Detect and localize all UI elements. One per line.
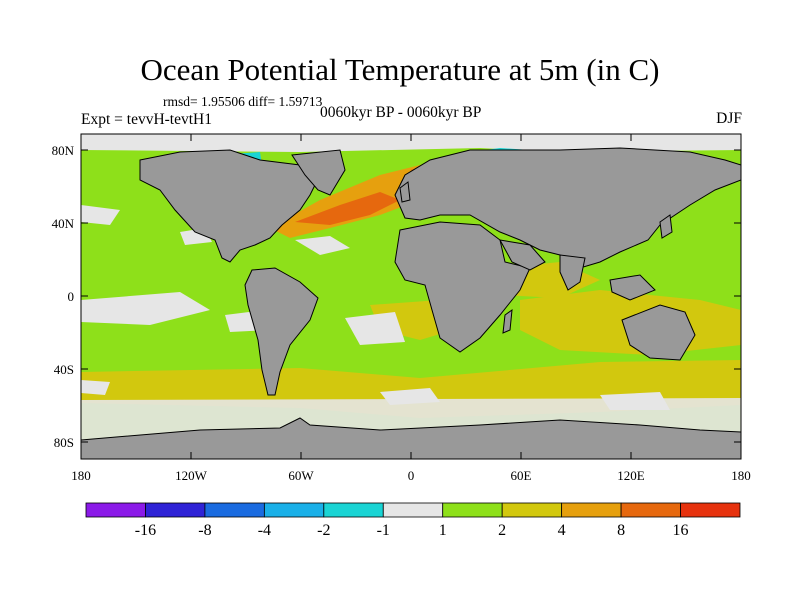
colorbar-label: -8 bbox=[198, 522, 211, 539]
colorbar-label: 1 bbox=[439, 522, 447, 539]
colorbar-label: -2 bbox=[317, 522, 330, 539]
south-america bbox=[244, 267, 319, 396]
land-masses bbox=[81, 147, 741, 459]
colorbar-swatch bbox=[620, 502, 681, 518]
colorbar-label: -1 bbox=[377, 522, 390, 539]
x-tick-label: 0 bbox=[408, 468, 415, 483]
colorbar-swatch bbox=[442, 502, 503, 518]
experiment-label: Expt = tevvH-tevtH1 bbox=[81, 111, 212, 128]
colorbar-label: -16 bbox=[135, 522, 156, 539]
eurasia bbox=[394, 147, 741, 269]
y-tick-label: 40S bbox=[54, 362, 74, 377]
colorbar-label: 2 bbox=[498, 522, 506, 539]
antarctica bbox=[81, 417, 741, 459]
colorbar-swatch bbox=[680, 502, 741, 518]
x-tick-label: 60E bbox=[511, 468, 532, 483]
india bbox=[559, 254, 586, 291]
africa bbox=[394, 221, 531, 353]
x-tick-label: 180 bbox=[71, 468, 91, 483]
y-tick-label: 40N bbox=[52, 216, 75, 231]
british-isles bbox=[399, 181, 411, 203]
colorbar-swatch bbox=[382, 502, 444, 518]
y-tick-label: 80S bbox=[54, 435, 74, 450]
south-atlantic-neutral-patch bbox=[345, 312, 405, 345]
japan bbox=[659, 214, 673, 239]
north-atlantic-red-core bbox=[295, 192, 400, 225]
colorbar-swatch bbox=[501, 502, 563, 518]
x-axis: 180 120W 60W 0 60E 120E 180 bbox=[71, 134, 751, 483]
colorbar-label: 8 bbox=[617, 522, 625, 539]
greenland bbox=[291, 149, 346, 196]
colorbar-swatch bbox=[263, 502, 325, 518]
colorbar-label: 16 bbox=[673, 522, 689, 539]
x-tick-label: 180 bbox=[731, 468, 751, 483]
arctic-neutral-band bbox=[81, 134, 741, 152]
x-tick-label: 120E bbox=[617, 468, 645, 483]
southern-neutral-patch-1 bbox=[81, 380, 110, 395]
y-axis: 80N 40N 0 40S 80S bbox=[52, 143, 741, 450]
x-tick-label: 120W bbox=[175, 468, 208, 483]
colorbar-swatch bbox=[204, 502, 265, 518]
x-tick-label: 60W bbox=[288, 468, 314, 483]
colorbar-label: -4 bbox=[258, 522, 271, 539]
season-label: DJF bbox=[716, 110, 742, 127]
arabia bbox=[499, 239, 546, 271]
y-tick-label: 80N bbox=[52, 143, 75, 158]
north-america bbox=[139, 149, 321, 263]
y-tick-label: 0 bbox=[68, 289, 75, 304]
colorbar-swatch bbox=[323, 502, 384, 518]
colorbar-swatch bbox=[85, 502, 146, 518]
madagascar bbox=[502, 308, 513, 334]
colorbar-label: 4 bbox=[558, 522, 566, 539]
australia bbox=[621, 304, 696, 361]
period-label: 0060kyr BP - 0060kyr BP bbox=[320, 104, 482, 121]
south-pacific-neutral-patch bbox=[81, 292, 210, 325]
subtropical-atlantic-neutral-patch bbox=[295, 236, 350, 255]
map-plot-area bbox=[81, 134, 741, 459]
colorbar-swatch bbox=[561, 502, 622, 518]
maritime-continent bbox=[609, 274, 656, 301]
colorbar: -16 -8 -4 -2 -1 1 2 4 8 16 bbox=[85, 502, 741, 539]
north-pacific-neutral-patch bbox=[81, 205, 120, 225]
stats-text: rmsd= 1.95506 diff= 1.59713 bbox=[163, 94, 323, 109]
colorbar-swatch bbox=[145, 502, 206, 518]
map-title: Ocean Potential Temperature at 5m (in C) bbox=[140, 52, 660, 87]
